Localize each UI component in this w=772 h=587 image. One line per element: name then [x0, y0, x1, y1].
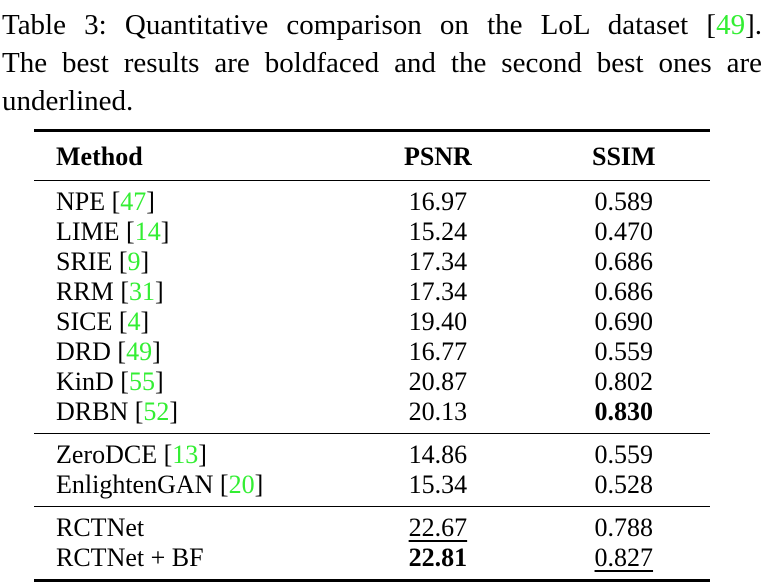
table-row: KinD [55] 20.87 0.802 — [34, 367, 710, 397]
citation-link[interactable]: 9 — [127, 247, 141, 276]
table-header: Method PSNR SSIM — [34, 130, 710, 181]
ssim-cell: 0.690 — [594, 307, 654, 336]
col-header-method: Method — [34, 130, 339, 181]
ssim-cell: 0.528 — [594, 470, 654, 499]
results-table: Method PSNR SSIM NPE [47] 16.97 0.589 LIME … — [34, 129, 710, 582]
citation-link[interactable]: 13 — [172, 440, 199, 469]
method-name: KinD — [56, 367, 114, 396]
method-name: ZeroDCE — [56, 440, 158, 469]
method-name: NPE — [56, 187, 106, 216]
caption-text-pre: Table 3: Quantitative comparison on the … — [2, 9, 717, 41]
citation-link[interactable]: 14 — [134, 217, 161, 246]
psnr-cell: 19.40 — [408, 307, 468, 336]
table-row: NPE [47] 16.97 0.589 — [34, 181, 710, 218]
method-name: DRD — [56, 337, 111, 366]
table-row: SICE [4] 19.40 0.690 — [34, 307, 710, 337]
psnr-cell: 16.97 — [408, 187, 468, 216]
psnr-cell: 22.67 — [408, 513, 468, 542]
table-group-ours: RCTNet 22.67 0.788 RCTNet + BF 22.81 0.827 — [34, 506, 710, 581]
psnr-cell: 15.34 — [408, 470, 468, 499]
col-header-psnr: PSNR — [338, 130, 538, 181]
col-header-ssim: SSIM — [537, 130, 710, 181]
caption-line-1: Table 3: Quantitative comparison on the … — [2, 6, 762, 44]
ssim-cell: 0.470 — [594, 217, 654, 246]
table-row: EnlightenGAN [20] 15.34 0.528 — [34, 470, 710, 507]
method-name: EnlightenGAN — [56, 470, 214, 499]
citation-link[interactable]: 47 — [120, 187, 147, 216]
citation-link[interactable]: 31 — [128, 277, 155, 306]
psnr-cell: 22.81 — [408, 543, 468, 572]
ssim-cell: 0.589 — [594, 187, 654, 216]
method-name: RCTNet — [56, 513, 145, 542]
table-row: RCTNet 22.67 0.788 — [34, 507, 710, 544]
method-cell: KinD [55] — [56, 367, 164, 396]
table-row: ZeroDCE [13] 14.86 0.559 — [34, 434, 710, 471]
table-row: RCTNet + BF 22.81 0.827 — [34, 543, 710, 581]
psnr-cell: 17.34 — [408, 247, 468, 276]
citation-link[interactable]: 49 — [126, 337, 153, 366]
citation-link[interactable]: 20 — [228, 470, 255, 499]
table-row: LIME [14] 15.24 0.470 — [34, 217, 710, 247]
table-row: RRM [31] 17.34 0.686 — [34, 277, 710, 307]
method-name: RRM — [56, 277, 114, 306]
citation-link[interactable]: 52 — [143, 397, 170, 426]
method-cell: SRIE [9] — [56, 247, 150, 276]
caption-text-post: ]. — [745, 9, 762, 41]
table-caption: Table 3: Quantitative comparison on the … — [2, 6, 762, 120]
psnr-cell: 20.13 — [408, 397, 468, 426]
ssim-cell: 0.559 — [594, 337, 654, 366]
psnr-cell: 16.77 — [408, 337, 468, 366]
ssim-cell: 0.686 — [594, 247, 654, 276]
ssim-cell: 0.686 — [594, 277, 654, 306]
method-cell: ZeroDCE [13] — [56, 440, 207, 469]
psnr-cell: 17.34 — [408, 277, 468, 306]
psnr-cell: 20.87 — [408, 367, 468, 396]
ssim-cell: 0.827 — [594, 543, 654, 572]
table-group-supervised: NPE [47] 16.97 0.589 LIME [14] 15.24 0.470 SRI… — [34, 181, 710, 434]
paper-page: Table 3: Quantitative comparison on the … — [0, 6, 772, 582]
method-cell: SICE [4] — [56, 307, 150, 336]
method-name: SICE — [56, 307, 113, 336]
psnr-cell: 14.86 — [408, 440, 468, 469]
method-cell: NPE [47] — [56, 187, 155, 216]
table-row: DRD [49] 16.77 0.559 — [34, 337, 710, 367]
table-row: SRIE [9] 17.34 0.686 — [34, 247, 710, 277]
ssim-cell: 0.802 — [594, 367, 654, 396]
method-name: SRIE — [56, 247, 113, 276]
citation-link[interactable]: 55 — [128, 367, 155, 396]
method-cell: EnlightenGAN [20] — [56, 470, 264, 499]
method-cell: DRBN [52] — [56, 397, 179, 426]
method-cell: LIME [14] — [56, 217, 170, 246]
method-cell: RCTNet — [34, 507, 338, 544]
citation-link[interactable]: 4 — [127, 307, 141, 336]
table-group-unsupervised: ZeroDCE [13] 14.86 0.559 EnlightenGAN [20] 1… — [34, 433, 710, 507]
method-name: DRBN — [56, 397, 129, 426]
method-name: RCTNet + BF — [56, 543, 204, 572]
citation-link[interactable]: 49 — [716, 9, 746, 41]
table-row: DRBN [52] 20.13 0.830 — [34, 397, 710, 434]
ssim-cell: 0.559 — [594, 440, 654, 469]
header-row: Method PSNR SSIM — [34, 130, 710, 181]
method-cell: RRM [31] — [56, 277, 164, 306]
psnr-cell: 15.24 — [408, 217, 468, 246]
caption-line-2: The best results are boldfaced and the s… — [2, 47, 762, 79]
method-cell: DRD [49] — [56, 337, 161, 366]
ssim-cell: 0.788 — [594, 513, 654, 542]
method-cell: RCTNet + BF — [34, 543, 338, 581]
caption-line-3: underlined. — [2, 85, 134, 117]
ssim-cell: 0.830 — [594, 397, 654, 426]
method-name: LIME — [56, 217, 120, 246]
